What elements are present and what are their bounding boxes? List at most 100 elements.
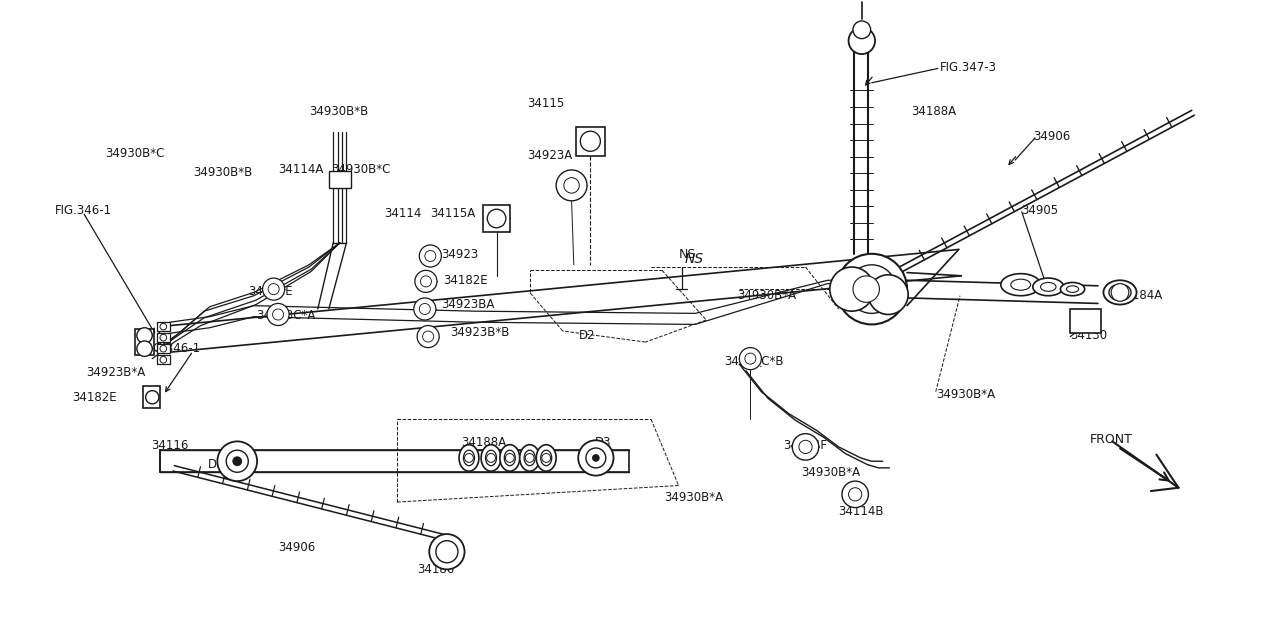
- Circle shape: [745, 353, 756, 364]
- Ellipse shape: [520, 445, 540, 471]
- Ellipse shape: [1033, 278, 1064, 296]
- Ellipse shape: [481, 445, 500, 471]
- Text: 34923A: 34923A: [527, 149, 572, 162]
- Ellipse shape: [540, 450, 552, 466]
- Circle shape: [593, 454, 599, 461]
- Circle shape: [137, 341, 152, 356]
- Circle shape: [564, 178, 580, 193]
- Circle shape: [579, 440, 613, 476]
- Ellipse shape: [1066, 286, 1079, 292]
- Text: 34114F: 34114F: [783, 439, 827, 452]
- Text: D1: D1: [207, 458, 224, 471]
- Ellipse shape: [1060, 282, 1084, 296]
- Circle shape: [849, 28, 876, 54]
- Text: 34182E: 34182E: [248, 285, 293, 298]
- Ellipse shape: [1103, 280, 1137, 305]
- Circle shape: [506, 454, 515, 462]
- Text: 34188A: 34188A: [911, 105, 956, 118]
- Bar: [143, 386, 160, 408]
- Circle shape: [218, 442, 257, 481]
- Circle shape: [233, 457, 242, 466]
- Text: 34930B*A: 34930B*A: [801, 466, 860, 479]
- Text: 34116: 34116: [151, 439, 188, 452]
- Circle shape: [740, 348, 762, 370]
- Text: FIG.346-1: FIG.346-1: [55, 204, 113, 217]
- Circle shape: [160, 323, 166, 330]
- Bar: [156, 355, 170, 364]
- Circle shape: [1111, 284, 1129, 301]
- Circle shape: [849, 488, 861, 501]
- Circle shape: [420, 303, 430, 314]
- Text: 34188A: 34188A: [461, 436, 507, 449]
- Circle shape: [525, 454, 534, 462]
- Circle shape: [486, 454, 495, 462]
- Circle shape: [792, 434, 819, 460]
- Text: NS: NS: [678, 248, 696, 261]
- Text: FIG.347-3: FIG.347-3: [940, 61, 997, 74]
- Text: 3: 3: [443, 547, 451, 557]
- Text: 34930B*A: 34930B*A: [936, 388, 995, 401]
- Ellipse shape: [460, 445, 479, 471]
- Text: 34905: 34905: [1020, 204, 1057, 217]
- Circle shape: [799, 440, 812, 454]
- Ellipse shape: [1108, 284, 1132, 301]
- Text: 34115: 34115: [527, 97, 564, 110]
- Text: D2: D2: [580, 329, 596, 342]
- Circle shape: [852, 21, 870, 38]
- Text: D3: D3: [595, 436, 612, 449]
- Circle shape: [273, 309, 284, 320]
- Text: 34930B*B: 34930B*B: [308, 105, 369, 118]
- Circle shape: [580, 131, 600, 151]
- Circle shape: [268, 284, 279, 294]
- Circle shape: [268, 303, 289, 326]
- Ellipse shape: [1001, 274, 1041, 296]
- Text: FIG.346-1: FIG.346-1: [143, 342, 201, 355]
- Text: 34184A: 34184A: [1116, 289, 1162, 302]
- Circle shape: [415, 270, 436, 292]
- Text: 34923B*A: 34923B*A: [86, 366, 146, 380]
- Ellipse shape: [524, 450, 535, 466]
- Text: 34114A: 34114A: [278, 163, 324, 176]
- Circle shape: [556, 170, 588, 201]
- Text: 34930B*A: 34930B*A: [664, 491, 723, 504]
- Ellipse shape: [536, 445, 556, 471]
- Text: 34923C*B: 34923C*B: [724, 355, 783, 368]
- Bar: [156, 322, 170, 331]
- Bar: [484, 205, 509, 232]
- Circle shape: [262, 278, 284, 300]
- Circle shape: [420, 276, 431, 287]
- Circle shape: [586, 448, 605, 468]
- Bar: [329, 171, 351, 188]
- Text: 34182E: 34182E: [444, 274, 488, 287]
- Ellipse shape: [485, 450, 497, 466]
- Circle shape: [422, 331, 434, 342]
- Text: 34115A: 34115A: [430, 207, 476, 220]
- Ellipse shape: [1041, 282, 1056, 291]
- Circle shape: [425, 250, 436, 262]
- Ellipse shape: [463, 450, 475, 466]
- Ellipse shape: [500, 445, 520, 471]
- Text: 34923BA: 34923BA: [442, 298, 495, 311]
- Ellipse shape: [1011, 279, 1030, 290]
- Circle shape: [160, 356, 166, 363]
- Circle shape: [413, 298, 436, 320]
- Text: 34114B: 34114B: [838, 506, 884, 518]
- Circle shape: [137, 328, 152, 343]
- Text: 34930B*C: 34930B*C: [105, 147, 164, 160]
- Text: 34923C*A: 34923C*A: [256, 309, 315, 322]
- Circle shape: [488, 209, 506, 228]
- Text: 34182E: 34182E: [72, 390, 116, 404]
- Circle shape: [847, 265, 896, 314]
- Circle shape: [420, 245, 442, 267]
- Circle shape: [160, 346, 166, 352]
- Bar: [156, 344, 170, 353]
- Circle shape: [465, 454, 474, 462]
- Circle shape: [436, 541, 458, 563]
- Circle shape: [868, 275, 908, 314]
- Text: 34186: 34186: [417, 563, 454, 576]
- Bar: [134, 329, 155, 355]
- Bar: [1070, 309, 1101, 333]
- Circle shape: [227, 450, 248, 472]
- Text: 34923: 34923: [442, 248, 479, 261]
- Bar: [576, 127, 604, 156]
